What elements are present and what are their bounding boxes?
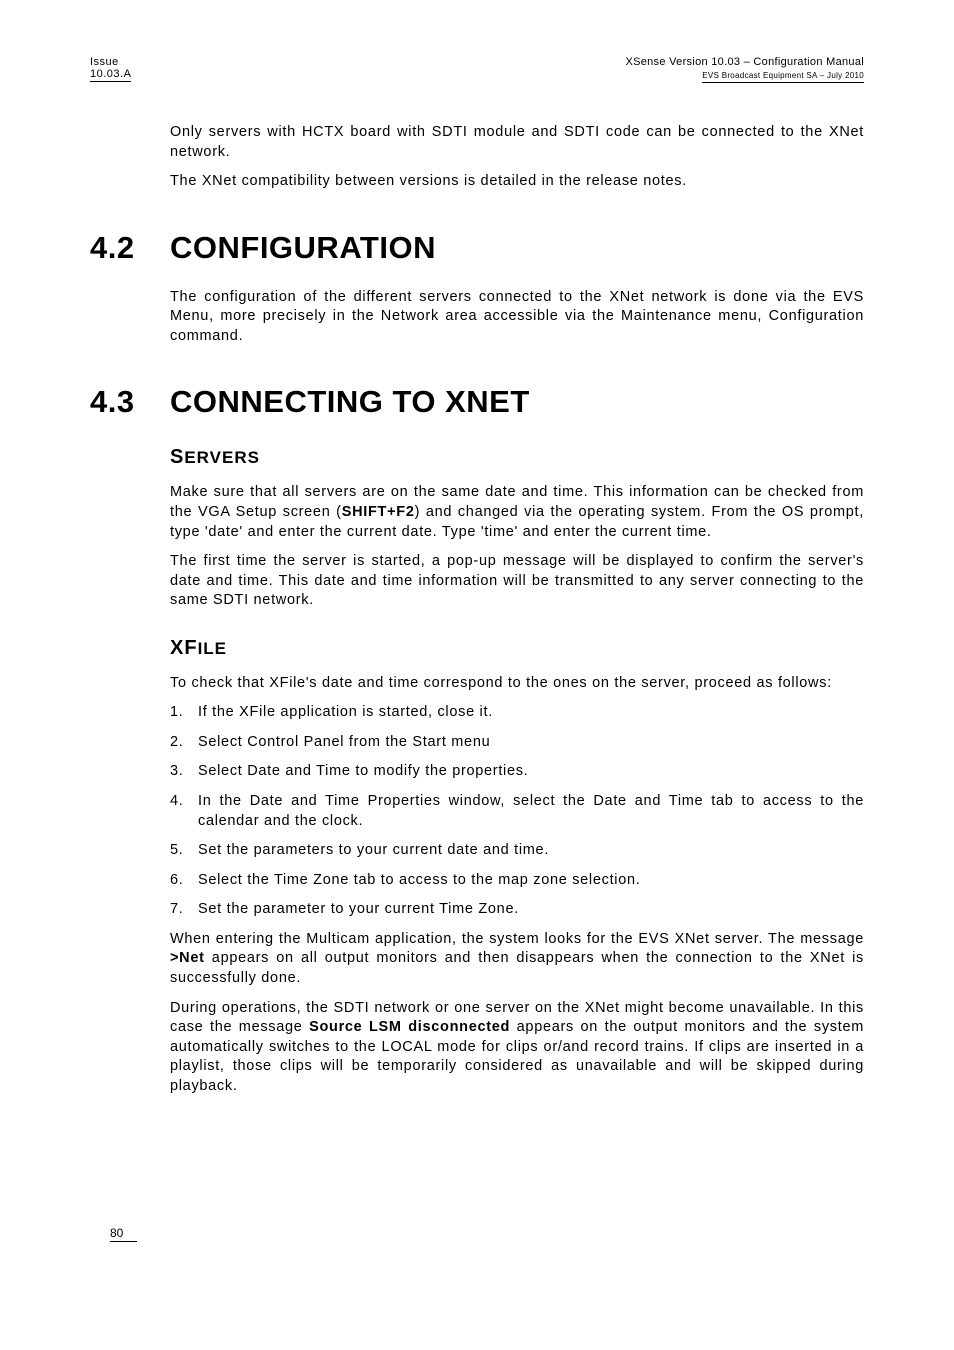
- message-text: Source LSM disconnected: [309, 1019, 510, 1035]
- intro-p1: Only servers with HCTX board with SDTI m…: [170, 123, 864, 162]
- step-item: Set the parameters to your current date …: [170, 841, 864, 861]
- intro-block: Only servers with HCTX board with SDTI m…: [170, 123, 864, 192]
- section-number: 4.3: [90, 384, 170, 420]
- heading-rest: ILE: [198, 639, 227, 658]
- xfile-steps: If the XFile application is started, clo…: [170, 703, 864, 920]
- servers-heading: SERVERS: [170, 446, 864, 469]
- issue-version: 10.03.A: [90, 68, 131, 82]
- xfile-heading: XFILE: [170, 637, 864, 660]
- company-line: EVS Broadcast Equipment SA – July 2010: [702, 71, 864, 83]
- step-item: Set the parameter to your current Time Z…: [170, 900, 864, 920]
- xfile-p1: To check that XFile's date and time corr…: [170, 674, 864, 694]
- section-title: CONNECTING TO XNET: [170, 384, 530, 420]
- document-page: Issue 10.03.A XSense Version 10.03 – Con…: [0, 0, 954, 1302]
- servers-p1: Make sure that all servers are on the sa…: [170, 483, 864, 542]
- step-item: If the XFile application is started, clo…: [170, 703, 864, 723]
- heading-first: S: [170, 446, 184, 468]
- shortcut-key: SHIFT+F2: [342, 504, 415, 520]
- sec42-p1: The configuration of the different serve…: [170, 288, 864, 347]
- page-header: Issue 10.03.A XSense Version 10.03 – Con…: [90, 56, 864, 83]
- header-right: XSense Version 10.03 – Configuration Man…: [625, 56, 864, 83]
- section-4-3-body: SERVERS Make sure that all servers are o…: [170, 446, 864, 1096]
- header-left: Issue 10.03.A: [90, 56, 131, 82]
- step-item: In the Date and Time Properties window, …: [170, 792, 864, 831]
- section-4-2-body: The configuration of the different serve…: [170, 288, 864, 347]
- step-item: Select Date and Time to modify the prope…: [170, 762, 864, 782]
- section-4-2-heading: 4.2 CONFIGURATION: [90, 230, 864, 266]
- servers-p2: The first time the server is started, a …: [170, 552, 864, 611]
- step-item: Select the Time Zone tab to access to th…: [170, 871, 864, 891]
- text: When entering the Multicam application, …: [170, 931, 864, 947]
- product-line: XSense Version 10.03 – Configuration Man…: [625, 56, 864, 68]
- message-text: >Net: [170, 950, 205, 966]
- step-item: Select Control Panel from the Start menu: [170, 733, 864, 753]
- xfile-p2: When entering the Multicam application, …: [170, 930, 864, 989]
- heading-first: XF: [170, 637, 198, 659]
- section-4-3-heading: 4.3 CONNECTING TO XNET: [90, 384, 864, 420]
- intro-p2: The XNet compatibility between versions …: [170, 172, 864, 192]
- heading-rest: ERVERS: [184, 448, 260, 467]
- issue-label: Issue: [90, 56, 131, 68]
- section-number: 4.2: [90, 230, 170, 266]
- text: appears on all output monitors and then …: [170, 950, 864, 986]
- xfile-p3: During operations, the SDTI network or o…: [170, 999, 864, 1097]
- section-title: CONFIGURATION: [170, 230, 436, 266]
- page-number: 80: [110, 1226, 137, 1242]
